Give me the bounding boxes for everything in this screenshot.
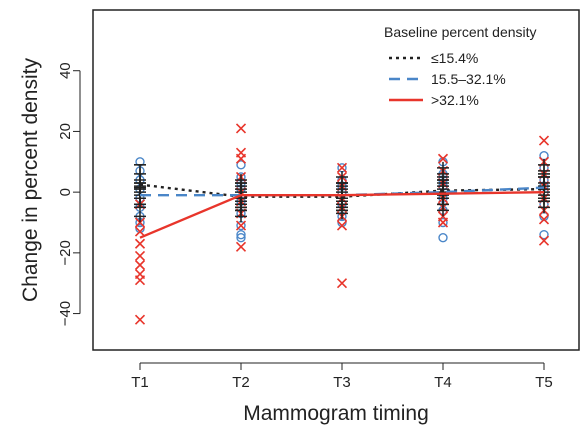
x-tick-label: T1 <box>131 374 149 391</box>
marker-plus <box>336 170 348 183</box>
marker-cross <box>134 217 146 228</box>
marker-cross <box>336 220 348 231</box>
series-line-low <box>139 183 545 198</box>
x-tick-label: T4 <box>434 374 452 391</box>
markers-layer <box>134 123 550 325</box>
y-tick-label: 0 <box>57 188 74 196</box>
marker-circle <box>236 229 246 240</box>
y-tick-label: −20 <box>57 240 74 265</box>
x-tick-label: T3 <box>333 374 351 391</box>
legend-label-high: >32.1% <box>431 92 479 108</box>
marker-cross <box>134 250 146 261</box>
marker-plus <box>134 210 146 223</box>
marker-cross <box>134 314 146 325</box>
x-tick-label: T5 <box>535 374 553 391</box>
marker-cross <box>538 214 550 225</box>
legend-title: Baseline percent density <box>384 24 537 40</box>
marker-cross <box>538 235 550 246</box>
y-tick-label: −40 <box>57 301 74 326</box>
marker-cross <box>336 162 348 173</box>
marker-circle <box>539 229 549 240</box>
marker-cross <box>134 259 146 271</box>
marker-cross <box>134 238 146 249</box>
marker-cross <box>538 135 550 146</box>
legend-label-low: ≤15.4% <box>431 50 478 66</box>
x-axis: T1 T2 T3 T4 T5 <box>131 362 553 391</box>
marker-cross <box>437 153 449 164</box>
legend-label-mid: 15.5–32.1% <box>431 71 506 87</box>
marker-plus <box>437 204 449 217</box>
y-tick-label: 20 <box>57 123 74 140</box>
marker-cross <box>235 241 247 252</box>
series-line-high <box>139 190 545 239</box>
marker-cross <box>235 220 247 231</box>
y-axis-label: Change in percent density <box>19 58 42 302</box>
marker-circle <box>236 160 246 170</box>
x-axis-label: Mammogram timing <box>243 402 429 425</box>
marker-cross <box>437 217 449 228</box>
plot-frame <box>92 9 580 351</box>
legend: Baseline percent density ≤15.4% 15.5–32.… <box>384 24 537 108</box>
marker-circle <box>438 232 448 243</box>
marker-circle <box>236 232 246 243</box>
y-axis: −40 −20 0 20 40 <box>57 62 81 326</box>
y-tick-label: 40 <box>57 62 74 79</box>
x-tick-label: T2 <box>232 374 250 391</box>
marker-cross <box>134 226 146 237</box>
marker-plus <box>437 161 449 174</box>
marker-circle <box>438 217 448 228</box>
marker-plus <box>538 158 550 171</box>
marker-cross <box>235 153 247 164</box>
marker-cross <box>134 275 146 286</box>
marker-cross <box>336 278 348 289</box>
lines-layer <box>139 183 545 239</box>
marker-cross <box>235 123 247 134</box>
